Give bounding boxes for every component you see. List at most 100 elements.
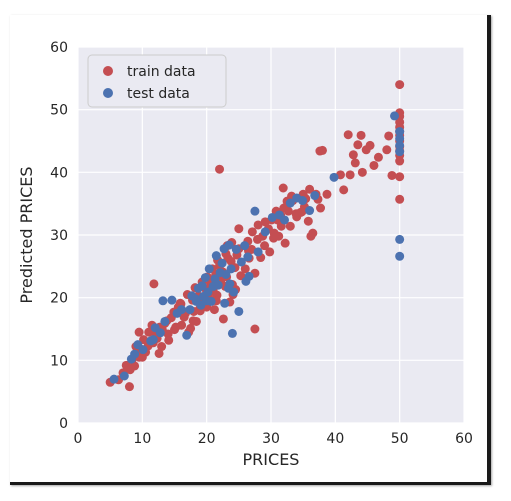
test-point <box>167 296 176 305</box>
train-point <box>369 161 378 170</box>
train-point <box>322 190 331 199</box>
train-point <box>281 239 290 248</box>
test-point <box>232 245 241 254</box>
test-point <box>227 264 236 273</box>
y-tick-label: 60 <box>50 40 68 56</box>
test-point <box>250 207 259 216</box>
train-point <box>284 207 293 216</box>
test-point <box>218 259 227 268</box>
test-point <box>245 272 254 281</box>
train-point <box>395 195 404 204</box>
y-tick-label: 0 <box>59 416 68 432</box>
train-point <box>234 224 243 233</box>
x-axis-label: PRICES <box>243 450 300 469</box>
legend: train data test data <box>88 55 226 107</box>
train-point <box>149 279 158 288</box>
test-point <box>229 288 238 297</box>
legend-label-train: train data <box>127 64 196 80</box>
test-point <box>395 252 404 261</box>
train-point <box>374 153 383 162</box>
test-point <box>201 273 210 282</box>
train-point <box>316 204 325 213</box>
train-point <box>248 227 257 236</box>
test-point <box>212 251 221 260</box>
test-point <box>158 296 167 305</box>
test-point <box>185 305 194 314</box>
train-point <box>353 140 362 149</box>
train-point <box>279 184 288 193</box>
x-tick-label: 20 <box>198 431 216 447</box>
test-point <box>205 264 214 273</box>
test-point <box>395 235 404 244</box>
test-point <box>220 299 229 308</box>
train-point <box>219 314 228 323</box>
test-point <box>395 147 404 156</box>
train-point <box>164 336 173 345</box>
train-point <box>308 229 317 238</box>
train-point <box>344 130 353 139</box>
test-point <box>261 227 270 236</box>
test-point <box>156 328 165 337</box>
test-point <box>130 350 139 359</box>
train-point <box>125 382 134 391</box>
test-point <box>182 331 191 340</box>
train-point <box>269 234 278 243</box>
y-tick-label: 30 <box>50 228 68 244</box>
test-point <box>120 372 129 381</box>
y-tick-label: 10 <box>50 353 68 369</box>
x-tick-label: 40 <box>326 431 344 447</box>
test-point <box>138 345 147 354</box>
train-point <box>384 131 393 140</box>
test-point <box>298 196 307 205</box>
test-point <box>305 206 314 215</box>
train-point <box>366 141 375 150</box>
test-point <box>280 215 289 224</box>
test-point <box>149 335 158 344</box>
train-point <box>349 150 358 159</box>
test-point <box>243 252 252 261</box>
test-point <box>234 307 243 316</box>
x-tick-label: 0 <box>74 431 83 447</box>
scatter-chart: 0 10 20 30 40 50 60 0 10 20 30 40 50 60 PRICES Predic… <box>10 15 491 485</box>
test-point <box>330 173 339 182</box>
train-point <box>250 325 259 334</box>
train-point <box>304 217 313 226</box>
test-point <box>240 241 249 250</box>
train-point <box>210 305 219 314</box>
train-point <box>177 321 186 330</box>
test-point <box>310 191 319 200</box>
train-point <box>395 80 404 89</box>
train-point <box>155 349 164 358</box>
train-point <box>346 170 355 179</box>
x-tick-label: 30 <box>262 431 280 447</box>
test-point <box>192 297 201 306</box>
y-tick-label: 20 <box>50 291 68 307</box>
legend-label-test: test data <box>127 86 190 102</box>
train-point <box>339 185 348 194</box>
train-point <box>318 146 327 155</box>
test-point <box>225 279 234 288</box>
train-point <box>189 316 198 325</box>
chart-frame: 0 10 20 30 40 50 60 0 10 20 30 40 50 60 PRICES Predic… <box>10 15 491 485</box>
train-point <box>215 165 224 174</box>
y-axis-label: Predicted PRICES <box>17 166 36 303</box>
test-point <box>110 375 119 384</box>
train-point <box>265 247 274 256</box>
x-tick-label: 60 <box>455 431 473 447</box>
test-point <box>177 305 186 314</box>
train-point <box>387 171 396 180</box>
y-tick-label: 40 <box>50 165 68 181</box>
test-point <box>160 317 169 326</box>
test-point <box>202 296 211 305</box>
train-point <box>358 168 367 177</box>
train-point <box>351 158 360 167</box>
legend-marker-train <box>103 66 113 76</box>
train-point <box>357 131 366 140</box>
train-point <box>382 145 391 154</box>
train-point <box>297 207 306 216</box>
y-tick-label: 50 <box>50 103 68 119</box>
train-point <box>135 328 144 337</box>
legend-marker-test <box>103 88 113 98</box>
test-point <box>254 247 263 256</box>
train-point <box>395 172 404 181</box>
